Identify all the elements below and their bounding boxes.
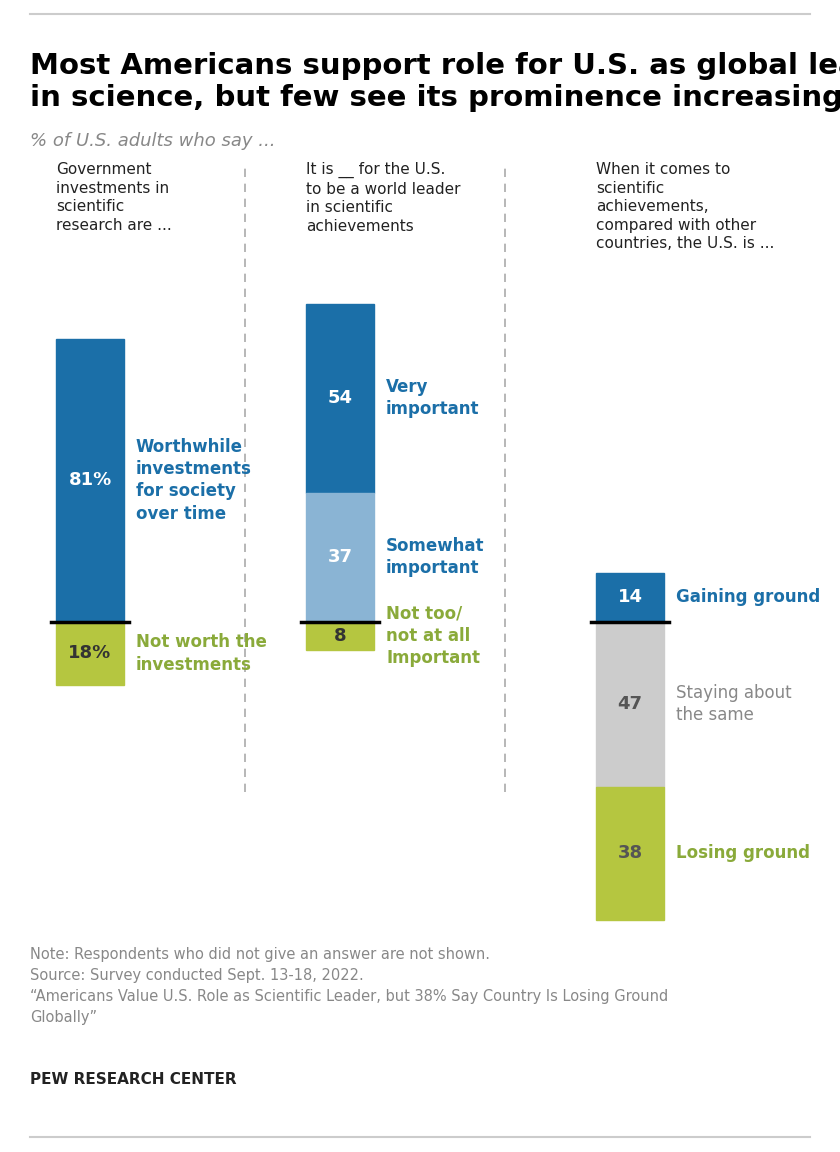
Bar [306,493,374,622]
Text: Very
important: Very important [386,378,480,418]
Text: Not worth the
investments: Not worth the investments [136,634,267,674]
Text: Somewhat
important: Somewhat important [386,537,485,577]
Bar [56,622,124,685]
Text: 81%: 81% [68,471,112,490]
Text: 37: 37 [328,548,353,567]
Bar [56,339,124,622]
Text: Gaining ground: Gaining ground [676,589,820,606]
Text: 18%: 18% [68,644,112,662]
Bar [596,787,664,919]
Text: Government
investments in
scientific
research are ...: Government investments in scientific res… [56,162,171,233]
Text: 47: 47 [617,696,643,713]
Text: % of U.S. adults who say ...: % of U.S. adults who say ... [30,132,276,150]
Text: 54: 54 [328,389,353,407]
Text: Losing ground: Losing ground [676,844,810,862]
Text: Most Americans support role for U.S. as global leader
in science, but few see it: Most Americans support role for U.S. as … [30,52,840,113]
Text: When it comes to
scientific
achievements,
compared with other
countries, the U.S: When it comes to scientific achievements… [596,162,774,251]
Text: Staying about
the same: Staying about the same [676,684,791,725]
Text: It is __ for the U.S.
to be a world leader
in scientific
achievements: It is __ for the U.S. to be a world lead… [306,162,460,234]
Text: 14: 14 [617,589,643,606]
Bar [306,303,374,493]
Bar [596,622,664,787]
Text: PEW RESEARCH CENTER: PEW RESEARCH CENTER [30,1073,237,1087]
Text: 38: 38 [617,844,643,862]
Text: Not too/
not at all
Important: Not too/ not at all Important [386,605,480,667]
Bar [306,622,374,650]
Text: Note: Respondents who did not give an answer are not shown.
Source: Survey condu: Note: Respondents who did not give an an… [30,947,669,1025]
Text: 8: 8 [333,627,346,645]
Bar [596,573,664,622]
Text: Worthwhile
investments
for society
over time: Worthwhile investments for society over … [136,438,252,523]
